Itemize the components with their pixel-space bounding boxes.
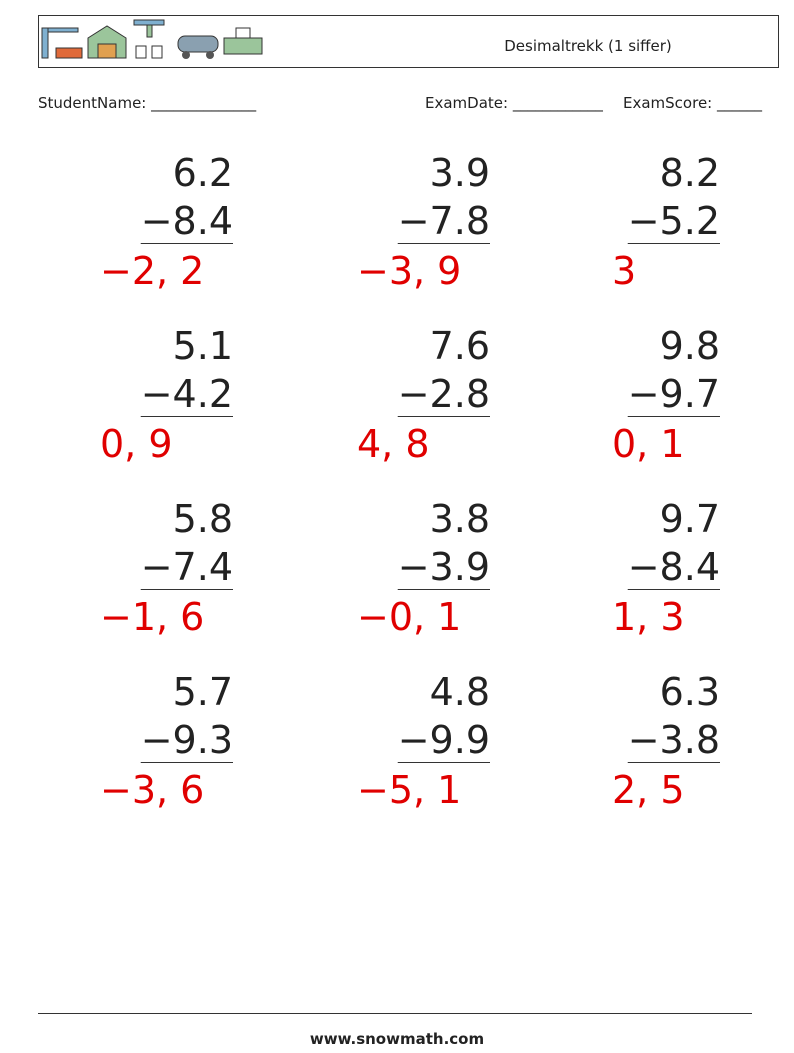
answer: 4, 8 [357,422,430,466]
footer-site: www.snowmath.com [310,1030,484,1048]
top-number: 6.2 [173,151,233,195]
answer: −1, 6 [100,595,204,639]
answer: −0, 1 [357,595,461,639]
bottom-number: −8.4 [628,545,720,589]
top-number: 9.8 [660,324,720,368]
problem-grid: 6.2−8.4−2, 23.9−7.8−3, 98.2−5.235.1−4.20… [100,151,720,812]
bottom-number: −7.4 [141,545,233,589]
top-number: 8.2 [660,151,720,195]
bottom-number: −7.8 [398,199,490,243]
top-number: 6.3 [660,670,720,714]
bottom-number: −2.8 [398,372,490,416]
bottom-number: −9.9 [398,718,490,762]
top-number: 3.8 [430,497,490,541]
top-number: 9.7 [660,497,720,541]
answer: 0, 1 [612,422,685,466]
bottom-number: −4.2 [141,372,233,416]
bottom-number: −9.7 [628,372,720,416]
answer: 0, 9 [100,422,173,466]
top-number: 5.8 [173,497,233,541]
header-box [38,15,779,68]
bottom-number: −5.2 [628,199,720,243]
answer: 2, 5 [612,768,685,812]
answer: −5, 1 [357,768,461,812]
bottom-number: −9.3 [141,718,233,762]
answer: −3, 9 [357,249,461,293]
bottom-number: −8.4 [141,199,233,243]
header-icons [41,19,263,59]
student-name-field: StudentName: ______________ [38,94,257,113]
title: Desimaltrekk (1 siffer) [504,37,672,55]
bottom-number: −3.8 [628,718,720,762]
answer: −3, 6 [100,768,204,812]
answer: 3 [612,249,636,293]
answer: −2, 2 [100,249,204,293]
top-number: 7.6 [430,324,490,368]
exam-score-field: ExamScore: ______ [623,94,762,113]
exam-date-field: ExamDate: ____________ [425,94,603,113]
top-number: 5.7 [173,670,233,714]
top-number: 4.8 [430,670,490,714]
answer: 1, 3 [612,595,685,639]
bottom-number: −3.9 [398,545,490,589]
top-number: 5.1 [173,324,233,368]
top-number: 3.9 [430,151,490,195]
